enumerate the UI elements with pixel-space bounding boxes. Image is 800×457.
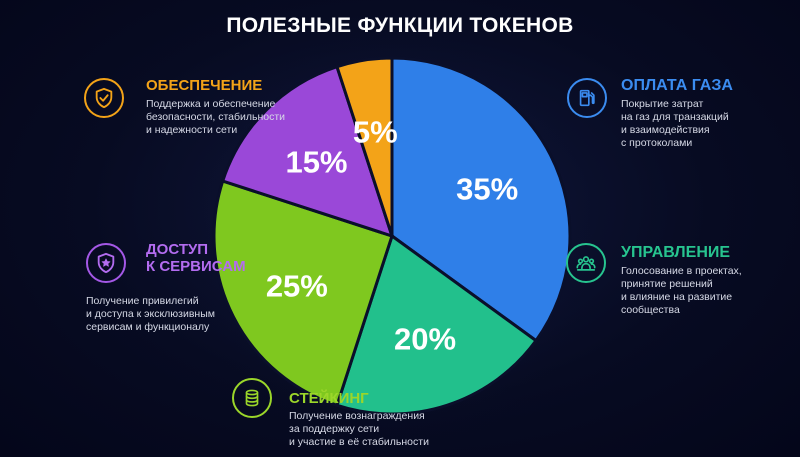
callout-governance-title: УПРАВЛЕНИЕ bbox=[621, 244, 731, 261]
pie-slice-label-3: 25% bbox=[266, 268, 328, 303]
callout-gas-title: ОПЛАТА ГАЗА bbox=[621, 77, 733, 94]
pie-slice-3 bbox=[212, 179, 394, 408]
shield-check-icon bbox=[84, 78, 124, 118]
callout-security-description: Поддержка и обеспечение безопасности, ст… bbox=[146, 98, 286, 136]
callout-gas-description: Покрытие затрат на газ для транзакций и … bbox=[621, 98, 729, 149]
callout-governance-description: Голосование в проектах, принятие решений… bbox=[621, 265, 742, 316]
pie-slice-label-4: 15% bbox=[285, 144, 347, 179]
gas-pump-icon bbox=[567, 78, 607, 118]
callout-staking-title: СТЕЙКИНГ bbox=[289, 390, 369, 407]
callout-staking-description: Получение вознаграждения за поддержку се… bbox=[289, 410, 429, 448]
callout-access-description: Получение привилегий и доступа к эксклюз… bbox=[86, 295, 215, 333]
pie-slice-label-5: 5% bbox=[353, 115, 398, 150]
pie-slice-label-1: 35% bbox=[456, 172, 518, 207]
pie-slice-label-2: 20% bbox=[394, 322, 456, 357]
star-badge-icon bbox=[86, 243, 126, 283]
community-icon bbox=[566, 243, 606, 283]
pie-slice-1 bbox=[390, 56, 572, 343]
pie-slice-2 bbox=[335, 233, 539, 416]
callout-access-title: ДОСТУП К СЕРВИСАМ bbox=[146, 241, 246, 275]
pie-slice-5 bbox=[335, 56, 394, 237]
callout-security-title: ОБЕСПЕЧЕНИЕ bbox=[146, 77, 263, 94]
coin-stack-icon bbox=[232, 378, 272, 418]
